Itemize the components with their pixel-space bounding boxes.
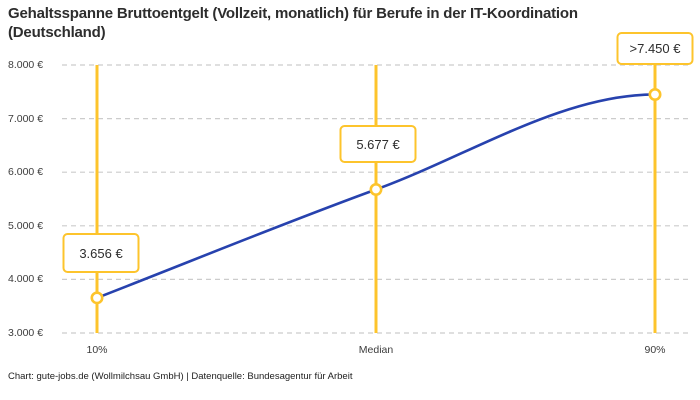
y-tick-label: 3.000 € [8,327,44,339]
x-tick-label: 90% [644,344,666,356]
y-tick-label: 6.000 € [8,166,44,179]
data-point-marker [90,291,104,305]
y-tick-label: 7.000 € [8,112,44,125]
y-tick-label: 8.000 € [8,59,44,71]
data-point-marker [369,183,383,197]
y-tick-label: 5.000 € [8,219,44,232]
chart-title: Gehaltsspanne Bruttoentgelt (Vollzeit, m… [8,5,578,41]
x-tick-label: 10% [86,344,108,356]
point-value-label: 5.677 € [339,125,417,163]
y-tick-label: 4.000 € [8,273,44,286]
chart-source-credit: Chart: gute-jobs.de (Wollmilchsau GmbH) … [8,371,353,382]
data-point-marker [648,87,662,101]
point-value-label: 3.656 € [62,233,140,273]
x-tick-label: Median [358,344,394,356]
point-value-label: >7.450 € [616,32,694,65]
